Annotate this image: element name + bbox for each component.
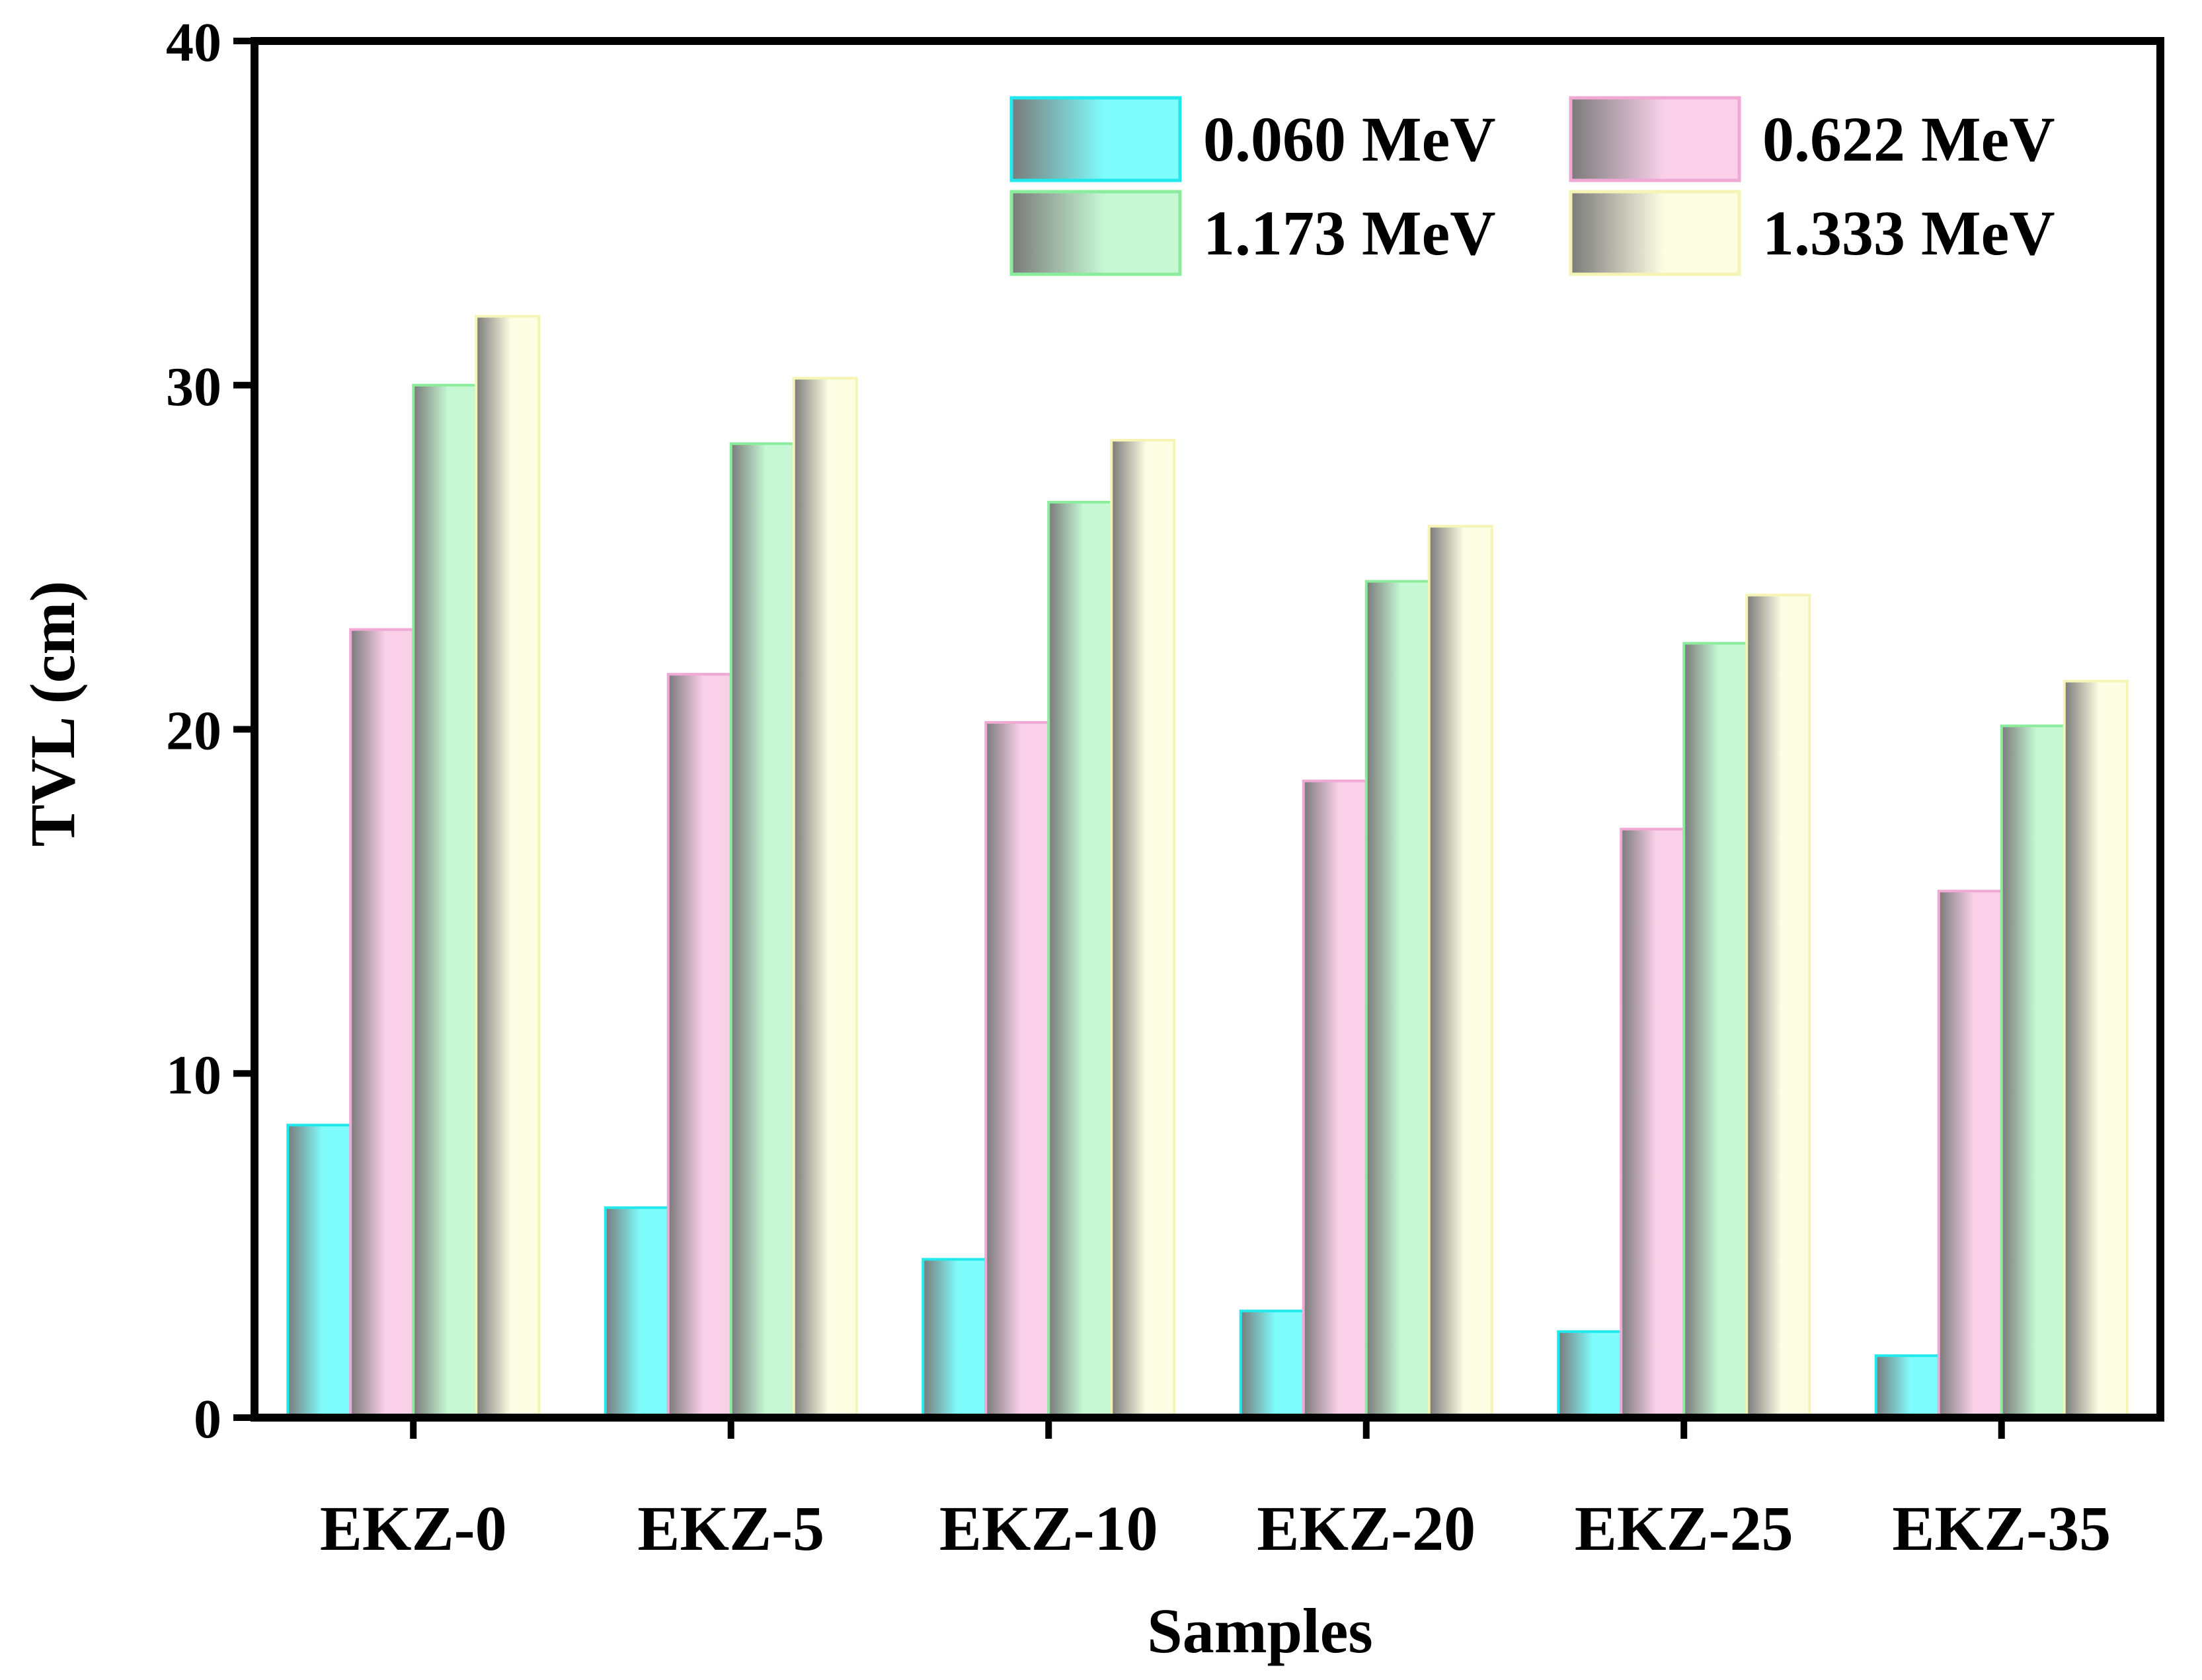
- bar-ekz-25-0622: [1620, 827, 1686, 1419]
- legend-label: 1.333 MeV: [1762, 198, 2055, 268]
- legend-swatch-1173: [1009, 190, 1182, 276]
- bar-ekz-35-0622: [1937, 890, 2003, 1419]
- x-axis-title: Samples: [1147, 1595, 1372, 1666]
- legend-label: 0.622 MeV: [1762, 104, 2055, 174]
- bar-ekz-10-1173: [1047, 500, 1113, 1419]
- bar-ekz-35-1173: [2000, 724, 2066, 1419]
- legend-swatch-0622: [1569, 96, 1741, 182]
- y-tick-label: 30: [166, 356, 221, 418]
- bar-ekz-20-0622: [1302, 779, 1368, 1420]
- y-tick-label: 0: [194, 1389, 221, 1450]
- bar-ekz-0-1333: [475, 315, 541, 1420]
- y-axis-title: TVL (cm): [17, 581, 88, 847]
- bar-ekz-5-1173: [729, 442, 795, 1420]
- bar-ekz-25-0060: [1557, 1330, 1623, 1419]
- x-tick-label: EKZ-0: [320, 1493, 507, 1564]
- bars-layer: [286, 315, 2129, 1420]
- bar-ekz-5-1333: [792, 377, 858, 1420]
- x-tick-label: EKZ-35: [1892, 1493, 2111, 1564]
- x-tick-label: EKZ-10: [939, 1493, 1158, 1564]
- bar-ekz-35-0060: [1874, 1354, 1940, 1419]
- bar-ekz-10-0622: [984, 721, 1050, 1419]
- x-tick-label: EKZ-25: [1575, 1493, 1793, 1564]
- bar-ekz-0-0622: [349, 628, 415, 1419]
- bar-ekz-0-1173: [412, 383, 478, 1419]
- bar-ekz-20-0060: [1239, 1309, 1305, 1419]
- bar-ekz-25-1333: [1745, 593, 1811, 1419]
- bar-ekz-25-1173: [1682, 642, 1749, 1419]
- bar-ekz-5-0622: [666, 673, 732, 1419]
- y-tick-label: 20: [166, 701, 221, 762]
- legend-swatch-0060: [1009, 96, 1182, 182]
- y-tick-label: 10: [166, 1044, 221, 1106]
- bar-ekz-10-1333: [1110, 439, 1176, 1420]
- bar-ekz-35-1333: [2063, 679, 2129, 1419]
- bar-ekz-0-0060: [286, 1124, 352, 1420]
- legend: 0.060 MeV 0.622 MeV 1.173 MeV 1.333 MeV: [1009, 96, 2055, 276]
- bar-ekz-5-0060: [604, 1206, 670, 1420]
- ticks-layer: 0 10 20 30 40 EKZ-0 EKZ-5 EKZ-10 EKZ-20 EKZ-25 EKZ…: [166, 12, 2111, 1564]
- x-tick-label: EKZ-20: [1257, 1493, 1475, 1564]
- legend-label: 1.173 MeV: [1203, 198, 1496, 268]
- legend-swatch-1333: [1569, 190, 1741, 276]
- bar-ekz-20-1173: [1364, 580, 1431, 1419]
- x-tick-label: EKZ-5: [637, 1493, 824, 1564]
- bar-ekz-20-1333: [1427, 525, 1493, 1420]
- legend-label: 0.060 MeV: [1203, 104, 1496, 174]
- y-tick-label: 40: [166, 12, 221, 73]
- bar-ekz-10-0060: [922, 1258, 988, 1419]
